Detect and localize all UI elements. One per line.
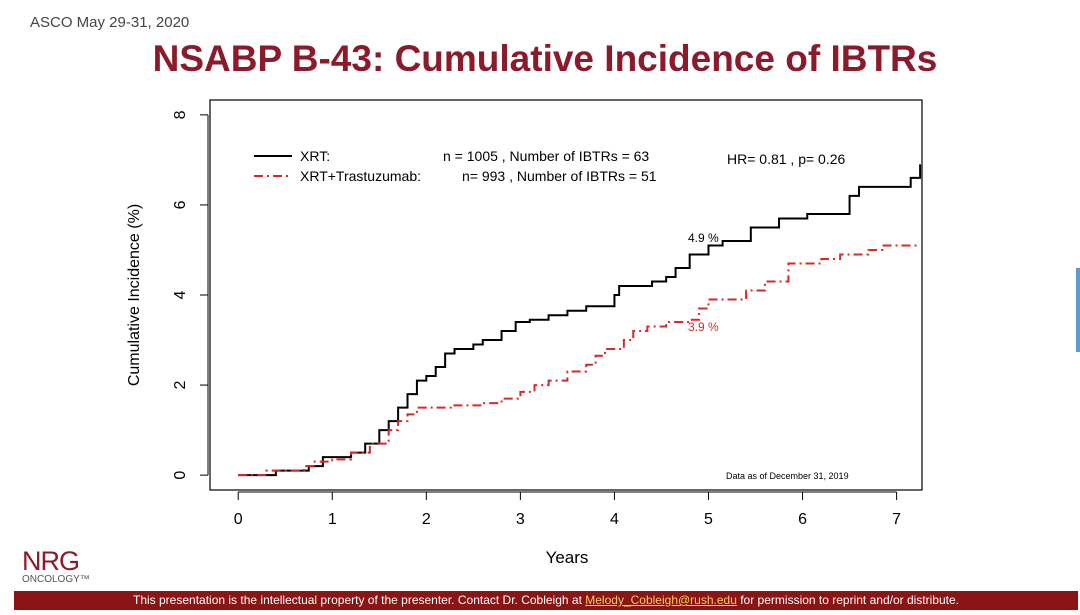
email-link[interactable]: Melody_Cobleigh@rush.edu: [585, 593, 737, 607]
footer-text: This presentation is the intellectual pr…: [133, 593, 582, 607]
conference: ASCO May 29-31, 2020: [30, 14, 190, 31]
y-tick-label: 0: [172, 471, 189, 480]
x-tick-label: 2: [422, 511, 431, 528]
legend-note: n= 993 , Number of IBTRs = 51: [462, 168, 657, 184]
logo: NRG: [22, 546, 80, 576]
annotation: 4.9 %: [688, 231, 719, 245]
x-tick-label: 7: [892, 511, 901, 528]
y-tick-label: 6: [172, 200, 189, 209]
footer-text: for permission to reprint and/or distrib…: [740, 593, 959, 607]
legend-label: XRT:: [300, 148, 330, 164]
x-axis-label: Years: [546, 548, 589, 567]
footer: This presentation is the intellectual pr…: [14, 591, 1078, 610]
annotation: Data as of December 31, 2019: [726, 471, 849, 481]
x-tick-label: 0: [234, 511, 243, 528]
annotation: HR= 0.81 , p= 0.26: [727, 151, 846, 167]
y-tick-label: 4: [172, 290, 189, 299]
x-tick-label: 5: [704, 511, 713, 528]
series-line: [238, 244, 921, 477]
series-line: [238, 164, 922, 477]
x-tick-label: 3: [516, 511, 525, 528]
x-tick-label: 6: [798, 511, 807, 528]
y-tick-label: 8: [172, 110, 189, 119]
legend-label: XRT+Trastuzumab:: [300, 168, 421, 184]
plot-frame: [209, 99, 923, 491]
side-strip: [1076, 268, 1080, 352]
x-tick-label: 4: [610, 511, 619, 528]
x-tick-label: 1: [328, 511, 337, 528]
annotation: 3.9 %: [688, 320, 719, 334]
legend-note: n = 1005 , Number of IBTRs = 63: [443, 148, 649, 164]
y-tick-label: 2: [172, 381, 189, 390]
slide-title: NSABP B-43: Cumulative Incidence of IBTR…: [152, 38, 938, 79]
logo-sub: ONCOLOGY™: [22, 574, 90, 585]
y-axis-label: Cumulative Incidence (%): [126, 204, 143, 386]
